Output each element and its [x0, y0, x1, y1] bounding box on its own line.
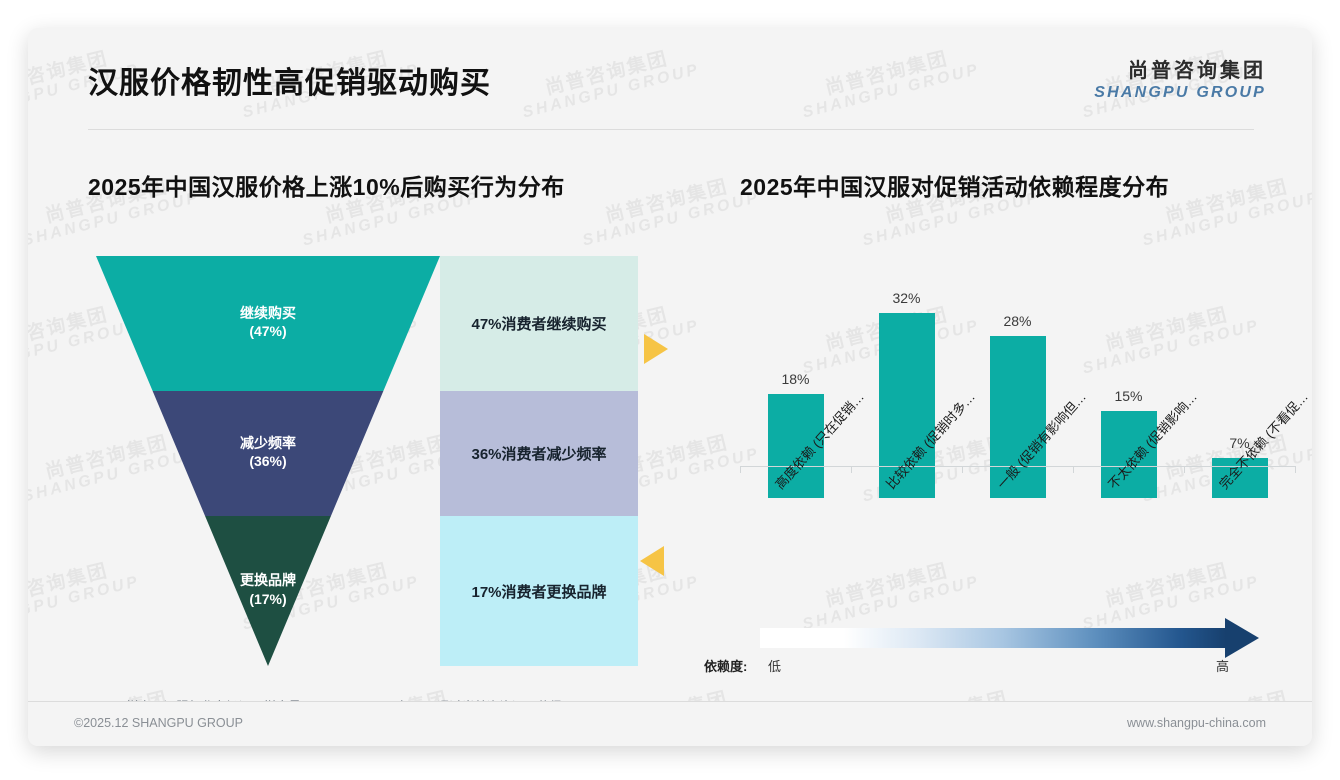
- bar-value-label: 15%: [1114, 388, 1143, 405]
- funnel-side-label: 36%消费者减少频率: [471, 446, 607, 463]
- arrow-right-icon: [644, 334, 668, 364]
- legend-title: 依赖度:: [704, 659, 748, 674]
- bar-value-label: 28%: [1003, 313, 1032, 330]
- funnel-stage: [205, 516, 331, 666]
- funnel-chart: 继续购买 (47%) 减少频率 (36%) 更换品牌 (17%) 47%消费者继续购买 36%…: [88, 256, 678, 666]
- bar-column: 7%: [1211, 290, 1268, 498]
- gradient-bar: [760, 628, 1226, 648]
- bar-column: 15%: [1100, 290, 1157, 498]
- axis-tick: [851, 466, 852, 473]
- dependency-legend: 依赖度: 低 高: [704, 618, 1280, 680]
- slide-header: 汉服价格韧性高促销驱动购买 尚普咨询集团 SHANGPU GROUP: [28, 28, 1312, 118]
- bar: [767, 394, 824, 498]
- bar: [989, 336, 1046, 498]
- bar-chart-axis: [740, 466, 1295, 467]
- axis-tick: [740, 466, 741, 473]
- bar-chart: 18% 32% 28% 15% 7%: [740, 258, 1300, 498]
- slide-footer: ©2025.12 SHANGPU GROUP www.shangpu-china…: [28, 701, 1312, 746]
- left-panel-title: 2025年中国汉服价格上涨10%后购买行为分布: [88, 174, 565, 200]
- bar: [878, 313, 935, 498]
- funnel-side-band: [440, 391, 638, 516]
- bar: [1211, 457, 1268, 498]
- funnel-side-band: [440, 516, 638, 666]
- bar-column: 32%: [878, 290, 935, 498]
- right-panel-title: 2025年中国汉服对促销活动依赖程度分布: [740, 174, 1170, 200]
- axis-tick: [1184, 466, 1185, 473]
- funnel-stage: [96, 256, 440, 391]
- footer-copyright: ©2025.12 SHANGPU GROUP: [74, 716, 243, 730]
- funnel-side-label: 47%消费者继续购买: [471, 316, 607, 333]
- bar-column: 28%: [989, 290, 1046, 498]
- right-panel: 2025年中国汉服对促销活动依赖程度分布: [740, 168, 1280, 202]
- bar-value-label: 32%: [892, 290, 921, 307]
- footer-website[interactable]: www.shangpu-china.com: [1127, 716, 1266, 730]
- legend-high-label: 高: [1216, 659, 1230, 674]
- funnel-shape: [96, 256, 638, 666]
- funnel-stage: [152, 391, 384, 516]
- axis-tick: [1073, 466, 1074, 473]
- legend-low-label: 低: [768, 659, 782, 674]
- left-panel: 2025年中国汉服价格上涨10%后购买行为分布: [88, 168, 678, 202]
- funnel-side-label: 17%消费者更换品牌: [471, 583, 607, 601]
- company-logo: 尚普咨询集团 SHANGPU GROUP: [1094, 60, 1266, 102]
- funnel-side-band: [440, 256, 638, 391]
- bar-column: 18%: [767, 290, 824, 498]
- logo-text-en: SHANGPU GROUP: [1094, 84, 1266, 101]
- page-title: 汉服价格韧性高促销驱动购买: [88, 67, 491, 100]
- logo-text-cn: 尚普咨询集团: [1128, 60, 1266, 82]
- header-divider: [88, 129, 1254, 130]
- bar-value-label: 18%: [781, 371, 810, 387]
- axis-tick: [962, 466, 963, 473]
- bar: [1100, 411, 1157, 498]
- bar-value-label: 7%: [1229, 434, 1250, 451]
- axis-tick: [1295, 466, 1296, 473]
- slide-card: 尚普咨询集团 SHANGPU GROUP 尚普咨询集团 SHANGPU GROUP 尚普…: [28, 28, 1312, 746]
- gradient-arrow-icon: [1225, 618, 1259, 658]
- arrow-left-icon: [640, 546, 664, 576]
